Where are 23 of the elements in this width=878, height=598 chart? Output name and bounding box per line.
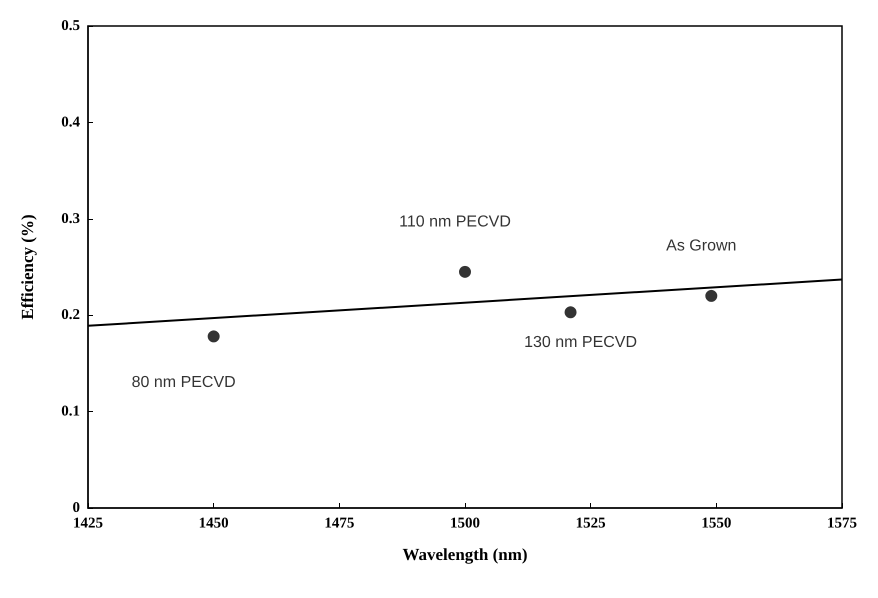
point — [208, 330, 220, 342]
x-tick-label: 1475 — [324, 516, 354, 532]
point — [459, 266, 471, 278]
point — [564, 306, 577, 318]
y-tick-label: 0.2 — [61, 307, 80, 324]
point — [705, 290, 718, 302]
annotation: 130 nm PECVD — [524, 334, 638, 351]
annotation: 110 nm PECVD — [399, 213, 511, 230]
x-tick-label: 1575 — [827, 516, 857, 532]
x-tick-label: 1525 — [576, 516, 606, 532]
y-tick-label: 0 — [72, 500, 80, 516]
annotation: As Grown — [666, 237, 736, 254]
y-axis-title: Efficiency (%) — [18, 214, 37, 320]
x-tick-label: 1425 — [73, 516, 103, 532]
x-tick-label: 1550 — [701, 516, 732, 532]
x-tick-label: 1450 — [198, 516, 229, 532]
x-tick-label: 1500 — [450, 516, 480, 532]
x-axis-title: Wavelength (nm) — [402, 545, 528, 564]
y-tick-label: 0.5 — [61, 18, 80, 34]
y-tick-label: 0.3 — [61, 210, 80, 227]
y-tick-label: 0.1 — [61, 404, 80, 420]
annotation: 80 nm PECVD — [132, 374, 236, 391]
y-tick-label: 0.4 — [61, 114, 80, 130]
